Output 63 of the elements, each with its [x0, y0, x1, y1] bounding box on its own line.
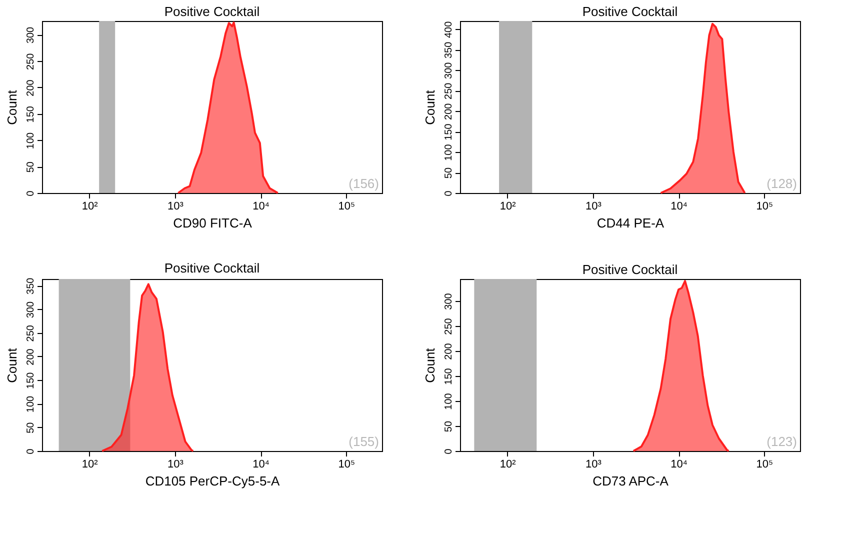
y-tick-label: 0: [26, 448, 36, 454]
x-axis-title: CD105 PerCP-Cy5-5-A: [145, 474, 280, 488]
y-tick-label: 50: [26, 422, 36, 434]
x-axis-title: CD73 APC-A: [592, 474, 669, 488]
x-tick-label: 10²: [82, 200, 98, 212]
y-tick-label: 300: [444, 292, 454, 310]
x-tick-label: 10²: [500, 458, 516, 470]
chart-title: Positive Cocktail: [164, 4, 260, 19]
y-tick-label: 200: [444, 342, 454, 360]
y-tick-label: 350: [26, 277, 36, 294]
y-tick-label: 0: [444, 190, 454, 196]
y-tick-label: 150: [26, 106, 36, 123]
x-tick-label: 10³: [167, 458, 184, 470]
annotation: (156): [348, 176, 379, 191]
y-tick-label: 100: [444, 144, 454, 161]
x-tick-label: 10⁵: [338, 458, 356, 470]
x-tick-label: 10⁴: [252, 200, 270, 212]
y-tick-label: 150: [444, 123, 454, 140]
y-tick-label: 200: [26, 79, 36, 96]
y-tick-label: 300: [26, 26, 36, 44]
y-tick-label: 0: [26, 190, 36, 196]
y-tick-label: 250: [26, 324, 36, 342]
y-tick-label: 200: [444, 102, 454, 120]
y-tick-label: 150: [26, 372, 36, 389]
y-tick-label: 300: [26, 300, 36, 318]
x-tick-label: 10⁴: [670, 200, 688, 212]
annotation: (123): [766, 434, 797, 449]
x-axis-title: CD90 FITC-A: [173, 216, 252, 230]
y-axis-title: Count: [4, 348, 20, 383]
x-tick-label: 10²: [500, 200, 516, 212]
y-tick-label: 200: [26, 348, 36, 366]
x-tick-label: 10³: [167, 200, 184, 212]
y-axis-title: Count: [422, 348, 438, 383]
y-tick-label: 50: [444, 420, 454, 432]
chart-title: Positive Cocktail: [582, 262, 678, 277]
x-tick-label: 10⁵: [338, 200, 356, 212]
x-axis-title: CD44 PE-A: [596, 216, 664, 230]
y-tick-label: 250: [444, 82, 454, 100]
y-axis-title: Count: [4, 90, 20, 125]
y-tick-label: 50: [26, 161, 36, 173]
y-tick-label: 150: [444, 368, 454, 385]
x-tick-label: 10⁵: [756, 458, 774, 470]
x-tick-label: 10³: [585, 458, 602, 470]
y-tick-label: 400: [444, 20, 454, 38]
y-tick-label: 0: [444, 448, 454, 454]
y-tick-label: 100: [444, 392, 454, 410]
annotation: (128): [766, 176, 797, 191]
x-tick-label: 10⁵: [756, 200, 774, 212]
chart-title: Positive Cocktail: [582, 4, 678, 19]
x-tick-label: 10⁴: [670, 458, 688, 470]
y-tick-label: 100: [26, 132, 36, 150]
annotation: (155): [348, 434, 379, 449]
y-tick-label: 350: [444, 41, 454, 59]
y-tick-label: 50: [444, 167, 454, 179]
y-tick-label: 100: [26, 395, 36, 413]
chart-title: Positive Cocktail: [164, 260, 260, 276]
y-tick-label: 250: [26, 52, 36, 70]
x-tick-label: 10²: [82, 458, 98, 470]
y-axis-title: Count: [422, 90, 438, 125]
x-tick-label: 10⁴: [252, 458, 270, 470]
y-tick-label: 250: [444, 318, 454, 335]
x-tick-label: 10³: [585, 200, 602, 212]
y-tick-label: 300: [444, 62, 454, 79]
